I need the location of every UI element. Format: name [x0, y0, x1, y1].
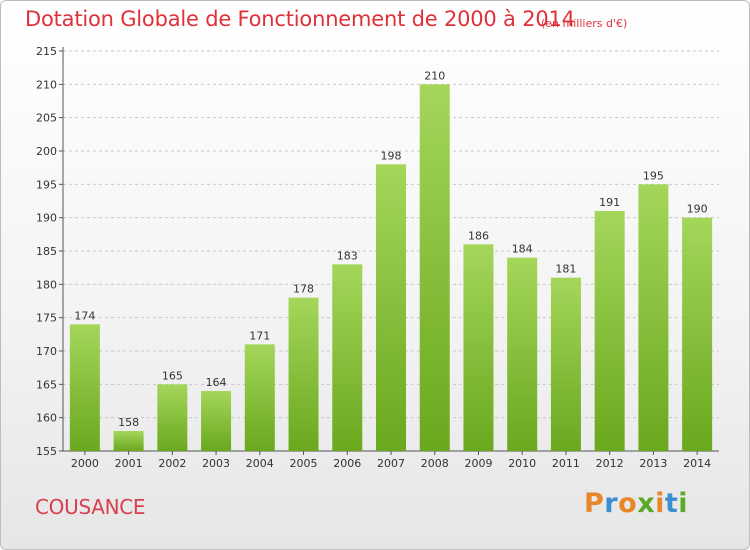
- commune-name: COUSANCE: [35, 495, 146, 519]
- x-tick-label: 2002: [158, 457, 186, 470]
- bar-layer: [69, 84, 713, 452]
- logo-letter: o: [618, 488, 638, 519]
- bar-2013: [638, 184, 669, 452]
- y-tick-label: 155: [36, 445, 57, 458]
- y-tick-label: 170: [36, 345, 57, 358]
- bar-2008: [419, 84, 450, 451]
- bar-2004: [244, 344, 275, 451]
- proxiti-logo: Proxiti: [584, 488, 688, 519]
- x-tick-label: 2003: [202, 457, 230, 470]
- data-label-2003: 164: [206, 376, 227, 389]
- data-label-2002: 165: [162, 369, 183, 382]
- logo-letter: i: [655, 488, 665, 519]
- x-tick-label: 2008: [421, 457, 449, 470]
- data-label-2004: 171: [249, 329, 270, 342]
- bar-2011: [550, 277, 581, 451]
- chart-subtitle: (en milliers d'€): [541, 17, 628, 30]
- x-tick-label: 2011: [552, 457, 580, 470]
- x-tick-label: 2010: [508, 457, 536, 470]
- bar-2002: [157, 384, 188, 451]
- data-label-2000: 174: [74, 309, 95, 322]
- y-tick-label: 165: [36, 378, 57, 391]
- logo-letter: P: [584, 488, 605, 519]
- bar-2000: [69, 324, 100, 451]
- logo-letter: r: [604, 488, 619, 519]
- data-label-2007: 198: [381, 149, 402, 162]
- y-tick-label: 210: [36, 78, 57, 91]
- x-tick-label: 2004: [246, 457, 274, 470]
- data-label-2008: 210: [424, 69, 445, 82]
- bar-2010: [507, 257, 538, 451]
- data-label-2001: 158: [118, 416, 139, 429]
- data-label-2012: 191: [599, 196, 620, 209]
- bar-2003: [201, 391, 232, 451]
- x-tick-label: 2006: [333, 457, 361, 470]
- label-layer: 2000 174 2001 158 2002 165 2003 164 2004 171 2005 1…: [71, 69, 711, 470]
- x-tick-label: 2001: [115, 457, 143, 470]
- x-tick-label: 2005: [290, 457, 318, 470]
- data-label-2005: 178: [293, 283, 314, 296]
- y-tick-label: 215: [36, 45, 57, 58]
- data-label-2013: 195: [643, 169, 664, 182]
- logo-letter: x: [637, 488, 656, 519]
- x-tick-label: 2014: [683, 457, 711, 470]
- x-tick-label: 2007: [377, 457, 405, 470]
- logo-letter: t: [664, 488, 679, 519]
- data-label-2006: 183: [337, 249, 358, 262]
- y-tick-label: 195: [36, 178, 57, 191]
- data-label-2010: 184: [512, 243, 533, 256]
- y-tick-label: 160: [36, 412, 57, 425]
- data-label-2009: 186: [468, 229, 489, 242]
- y-tick-label: 200: [36, 145, 57, 158]
- x-tick-label: 2013: [639, 457, 667, 470]
- chart-title: Dotation Globale de Fonctionnement de 20…: [25, 7, 575, 31]
- bar-2005: [288, 297, 319, 451]
- y-tick-label: 175: [36, 312, 57, 325]
- bar-2009: [463, 244, 494, 451]
- y-tick-label: 205: [36, 112, 57, 125]
- x-tick-label: 2012: [596, 457, 624, 470]
- logo-letter: i: [678, 488, 689, 519]
- data-label-2011: 181: [555, 263, 576, 276]
- bar-2006: [332, 264, 363, 451]
- bar-2007: [376, 164, 406, 452]
- y-tick-label: 180: [36, 278, 57, 291]
- data-label-2014: 190: [687, 203, 708, 216]
- x-tick-label: 2009: [464, 457, 492, 470]
- y-tick-label: 190: [36, 212, 57, 225]
- x-tick-label: 2000: [71, 457, 99, 470]
- bar-2012: [594, 211, 625, 451]
- y-tick-label: 185: [36, 245, 57, 258]
- bar-2001: [113, 431, 144, 451]
- bar-2014: [682, 217, 713, 451]
